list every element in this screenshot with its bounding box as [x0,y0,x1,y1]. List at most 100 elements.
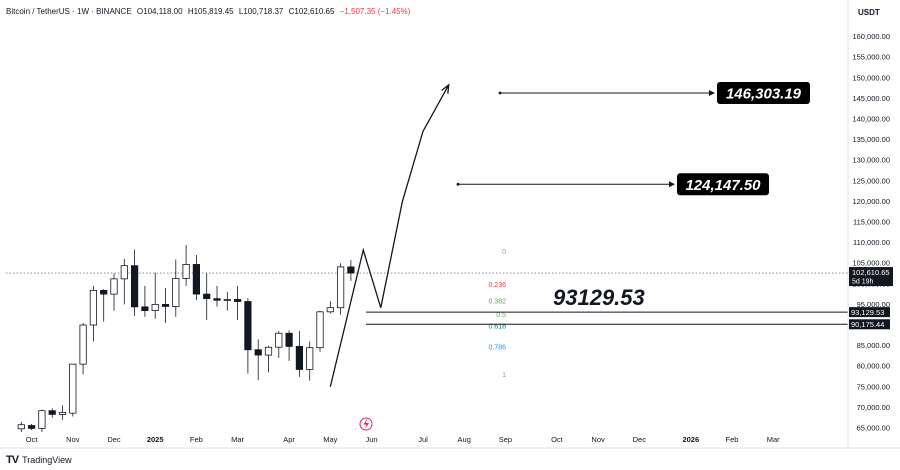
time-tick-label: Feb [726,435,739,444]
candle-body [151,303,159,311]
candle-body [192,264,200,295]
price-tick-label: 155,000.00 [852,53,890,62]
fib-level-label: 0.382 [488,299,506,306]
target-label: 124,147.50 [685,177,761,194]
candle-body [254,349,262,356]
time-axis[interactable]: Oct Nov Dec 2025 Feb Mar Apr May Jun Jul Aug Sep Oct… [0,435,900,449]
candle [130,249,139,316]
candle-body [58,411,67,415]
candle [336,263,345,315]
candle [89,285,97,342]
projection-drawing[interactable] [329,83,450,387]
time-tick-label: Oct [26,435,39,444]
candle [27,423,36,431]
time-tick-label: Aug [458,435,471,444]
time-tick-label: Jul [418,435,428,444]
candle [69,363,77,417]
candle [182,245,190,286]
candle [38,409,46,433]
price-tick-label: 105,000.00 [852,259,890,268]
candle-body [336,266,345,309]
tradingview-logo-icon: TV [6,454,19,466]
candle-body [130,265,139,308]
candle-body [233,299,242,302]
candles-group [17,245,355,433]
candle-body [120,265,128,280]
candle-body [306,347,314,370]
fib-retracement[interactable]: 0 0.236 0.382 0.5 0.618 0.786 1 [366,249,848,379]
candle-body [17,424,25,430]
candle [223,292,231,311]
candle [233,285,242,321]
candle [58,405,67,420]
ohlc-high: H105,819.45 [187,7,234,16]
candle [141,285,149,317]
symbol-title[interactable]: Bitcoin / TetherUS · 1W · BINANCE [6,7,132,16]
price-tick-label: 75,000.00 [857,382,890,391]
candle-body [347,266,355,274]
time-tick-label: Oct [551,435,564,444]
time-tick-label: 2025 [147,435,164,444]
price-axis[interactable]: 65,000.00 70,000.00 75,000.00 80,000.00 85,0… [847,0,893,448]
candle-body [213,298,221,301]
candle-body [316,311,324,349]
target-arrowhead [669,181,675,188]
candle [17,421,25,433]
ohlc-open: O104,118.00 [136,7,183,16]
candle [285,330,293,361]
projection-arrowhead [441,83,450,94]
time-tick-label: Apr [283,435,295,444]
candle [110,273,118,311]
target-arrowhead [709,90,715,97]
lightning-icon[interactable] [359,417,373,431]
fib-level-label: 0.786 [488,344,506,351]
candle [295,331,304,377]
big-price-label[interactable]: 93129.53 [553,285,645,310]
price-tick-label: 130,000.00 [852,156,890,165]
price-tick-label: 70,000.00 [857,403,890,412]
candle [161,287,170,323]
time-tick-label: 2026 [682,435,699,444]
target-label: 146,303.19 [726,86,802,103]
candle-body [275,332,283,348]
candle-body [100,289,108,295]
candle-body [79,324,87,365]
time-tick-label: Dec [633,435,647,444]
time-tick-label: Nov [66,435,80,444]
candle-body [223,299,231,301]
currency-label[interactable]: USDT [858,8,880,17]
candle-body [182,264,190,279]
price-tick-label: 145,000.00 [852,94,890,103]
candle [79,322,87,375]
time-tick-label: Nov [591,435,605,444]
candle [326,301,334,314]
candle-body [172,278,180,307]
level-price-value: 90,175.44 [851,320,884,329]
tradingview-brand[interactable]: TV TradingView [6,454,72,466]
target-label-box[interactable] [677,173,769,196]
candle [172,259,180,317]
candle [203,273,211,321]
time-tick-label: Sep [499,435,512,444]
projection-path[interactable] [329,84,450,387]
candle-body [264,346,273,356]
level-price-tag[interactable] [849,319,890,330]
candle-body [161,303,170,307]
price-tick-label: 135,000.00 [852,135,890,144]
price-tick-label: 120,000.00 [852,197,890,206]
fib-level-label: 0.236 [488,282,506,289]
price-tick-label: 125,000.00 [852,176,890,185]
annotations[interactable]: 146,303.19 124,147.50 93129.53 [359,82,810,431]
last-price-countdown: 5d 19h [852,279,874,286]
last-price-tag[interactable] [849,267,893,287]
candle [244,298,252,374]
time-tick-label: Mar [767,435,780,444]
fib-level-label: 0.5 [496,312,506,319]
candle-body [285,332,293,347]
brand-name: TradingView [22,455,72,465]
ohlc-low: L100,718.37 [238,7,284,16]
level-price-tag[interactable] [849,307,890,318]
target-label-box[interactable] [717,82,810,105]
candle [151,272,159,319]
